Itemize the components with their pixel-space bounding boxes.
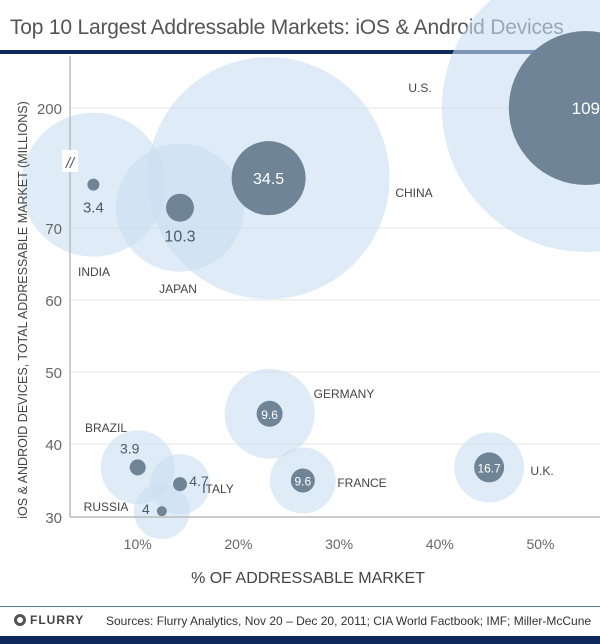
devices-bubble [508,31,600,185]
devices-value-label: 9.6 [261,408,278,422]
devices-value-label: 16.7 [477,461,501,475]
y-tick-label: 60 [45,293,62,310]
country-label: U.K. [530,464,553,478]
bubble-labels: 109 U.S. 34.5 CHINA 10.3 JAPAN 3.4 INDIA 9.6 GERM… [78,81,600,517]
devices-value-label: 3.4 [83,200,104,217]
footer-bar [0,636,600,644]
country-label: ITALY [202,482,234,496]
x-tick-label: 10% [124,536,152,552]
flurry-logo: FLURRY [14,613,84,627]
country-label: CHINA [395,186,432,200]
country-label: FRANCE [337,476,386,490]
footer-rule [0,606,600,607]
y-tick-label: 30 [45,510,62,527]
devices-bubble [129,459,146,476]
devices-value-label: 4.7 [189,473,209,489]
flurry-logo-icon [14,614,26,626]
devices-bubble [165,193,194,222]
source-note: Sources: Flurry Analytics, Nov 20 – Dec … [106,614,592,628]
devices-bubble [156,506,167,517]
y-tick-label: 70 [45,221,62,238]
country-label: BRAZIL [85,421,127,435]
x-axis-label: % OF ADDRESSABLE MARKET [191,570,425,587]
header-rule [0,50,600,54]
country-label: U.S. [408,81,431,95]
y-tick-label: 40 [45,437,62,454]
devices-value-label: 4 [142,501,150,517]
tick-labels: 30 40 50 60 70 200 10% 20% 30% 40% 50% [37,101,555,552]
devices-value-label: 9.6 [295,475,312,489]
devices-value-label: 10.3 [164,229,195,246]
devices-value-label: 3.9 [120,440,140,456]
devices-value-label: 34.5 [253,171,284,188]
x-tick-label: 40% [426,536,454,552]
devices-bubble [231,141,306,216]
country-label: INDIA [78,265,110,279]
y-tick-label: 50 [45,365,62,382]
devices-value-label: 109 [572,99,600,118]
axis-break-bg [62,150,78,172]
y-tick-label: 200 [37,101,62,118]
country-label: RUSSIA [84,500,129,514]
logo-text: FLURRY [30,613,85,627]
x-tick-label: 30% [325,536,353,552]
bubbles [21,0,600,540]
country-label: GERMANY [314,387,375,401]
x-tick-label: 20% [224,536,252,552]
x-tick-label: 50% [526,536,554,552]
devices-bubble [172,477,187,492]
y-axis-label: iOS & ANDROID DEVICES, TOTAL ADDRESSABLE… [16,101,30,518]
country-label: JAPAN [159,282,197,296]
chart-title: Top 10 Largest Addressable Markets: iOS … [10,16,564,39]
devices-bubble [87,178,100,191]
devices-bubble [474,452,505,483]
bubble-chart: // 30 40 50 60 70 200 10% 20% 30% 40% 50% 109 U.S. 3… [16,0,600,587]
devices-bubble [290,468,315,493]
devices-bubble [256,400,283,427]
axis-break: // [65,155,76,172]
